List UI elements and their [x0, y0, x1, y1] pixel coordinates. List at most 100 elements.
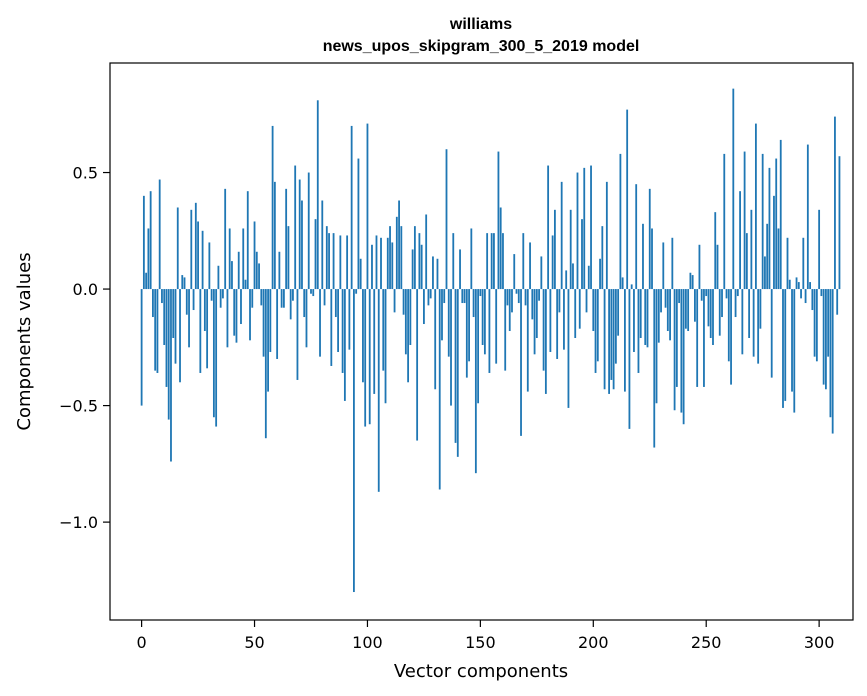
- bar-98: [362, 289, 364, 383]
- bar-64: [285, 188, 288, 290]
- bar-169: [522, 233, 525, 290]
- bar-21: [188, 289, 190, 348]
- bar-113: [395, 216, 398, 290]
- bar-106: [380, 237, 382, 290]
- bar-96: [357, 158, 360, 290]
- bar-138: [452, 233, 455, 290]
- bar-182: [551, 235, 554, 290]
- bar-217: [630, 284, 633, 290]
- bar-298: [813, 289, 816, 357]
- bar-119: [409, 289, 412, 345]
- bar-125: [423, 289, 425, 325]
- bar-67: [292, 289, 294, 301]
- bar-48: [249, 289, 251, 341]
- bar-222: [642, 223, 644, 290]
- bar-271: [752, 289, 755, 357]
- bar-253: [712, 289, 714, 345]
- bar-58: [271, 125, 274, 290]
- bar-242: [687, 289, 690, 332]
- bar-209: [612, 289, 615, 390]
- bar-179: [544, 289, 547, 394]
- bar-63: [282, 289, 285, 308]
- bar-123: [418, 233, 421, 290]
- bar-196: [583, 167, 586, 290]
- bar-81: [323, 289, 326, 306]
- bar-190: [569, 209, 572, 290]
- bar-241: [684, 289, 687, 329]
- bar-series: [140, 88, 841, 593]
- bar-19: [183, 277, 186, 290]
- bar-128: [429, 289, 432, 299]
- bar-76: [312, 289, 315, 297]
- y-tick-label: −0.5: [59, 397, 98, 416]
- bar-279: [770, 289, 773, 378]
- x-tick-label: 250: [691, 633, 722, 652]
- bar-206: [605, 181, 608, 290]
- bar-227: [653, 289, 656, 448]
- bar-97: [359, 258, 362, 290]
- bar-100: [366, 123, 369, 290]
- bar-258: [723, 153, 726, 290]
- bar-154: [488, 289, 491, 373]
- bar-25: [197, 221, 199, 290]
- bar-174: [533, 289, 536, 355]
- bar-112: [393, 289, 396, 313]
- bar-32: [212, 289, 215, 418]
- bar-131: [436, 258, 439, 290]
- bar-114: [398, 200, 400, 290]
- bar-83: [328, 233, 330, 290]
- bar-180: [547, 165, 550, 290]
- bar-115: [400, 226, 403, 290]
- bar-263: [734, 289, 737, 318]
- bar-61: [278, 251, 281, 290]
- bar-226: [651, 228, 653, 290]
- bar-251: [707, 289, 710, 327]
- bar-193: [576, 172, 579, 290]
- bar-285: [784, 289, 787, 401]
- bar-150: [479, 289, 482, 297]
- bar-250: [705, 289, 708, 297]
- bar-82: [325, 226, 328, 290]
- bar-200: [592, 289, 595, 332]
- bar-235: [671, 237, 674, 290]
- bar-216: [628, 289, 631, 429]
- bar-17: [179, 289, 181, 383]
- bar-309: [838, 156, 841, 290]
- bar-240: [682, 289, 685, 425]
- bar-118: [407, 289, 410, 383]
- bar-95: [355, 289, 358, 294]
- bar-73: [305, 289, 308, 348]
- bar-246: [696, 289, 699, 387]
- bar-245: [694, 289, 696, 322]
- bar-248: [700, 289, 703, 301]
- bar-24: [194, 202, 197, 290]
- bar-94: [353, 289, 355, 593]
- bar-122: [416, 289, 419, 441]
- bar-171: [526, 289, 529, 392]
- bar-202: [596, 289, 599, 362]
- bar-56: [267, 289, 269, 392]
- bar-224: [646, 289, 649, 348]
- x-tick-label: 150: [465, 633, 496, 652]
- bar-187: [563, 289, 565, 350]
- bar-203: [599, 258, 601, 290]
- chart-title: williams: [449, 16, 512, 33]
- bar-104: [375, 235, 378, 290]
- bar-9: [161, 289, 163, 304]
- bar-89: [341, 289, 344, 373]
- bar-8: [158, 179, 161, 290]
- bar-27: [201, 230, 204, 290]
- bar-93: [350, 125, 353, 290]
- bar-136: [447, 289, 450, 357]
- bar-23: [192, 289, 195, 311]
- bar-205: [603, 289, 606, 390]
- bar-153: [486, 233, 489, 290]
- x-axis-label: Vector components: [394, 661, 568, 682]
- bar-146: [470, 228, 473, 290]
- bar-26: [199, 289, 202, 373]
- x-tick-label: 50: [244, 633, 264, 652]
- bar-151: [481, 289, 484, 345]
- bar-301: [820, 289, 823, 297]
- bar-30: [208, 242, 211, 290]
